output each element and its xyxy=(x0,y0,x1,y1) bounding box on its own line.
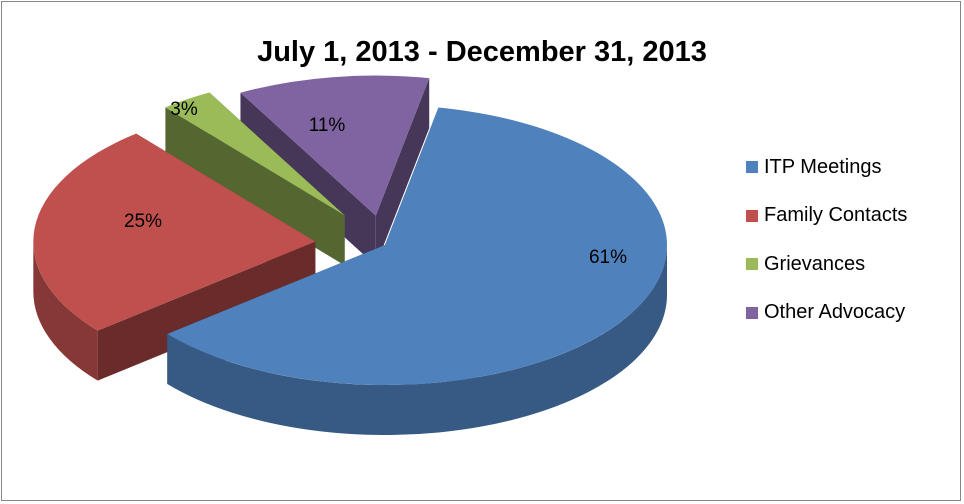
slice-outer-wall-0-0 xyxy=(167,245,667,436)
legend-swatch xyxy=(746,161,758,173)
legend: ITP Meetings Family Contacts Grievances Oth… xyxy=(746,155,956,349)
legend-label: Other Advocacy xyxy=(764,301,906,323)
legend-item-itp-meetings: ITP Meetings xyxy=(746,155,956,179)
pie-slice-family-contacts xyxy=(33,133,316,331)
slice-label-grievances: 3% xyxy=(170,99,198,120)
slice-label-itp-meetings: 61% xyxy=(589,247,627,268)
legend-item-family-contacts: Family Contacts xyxy=(746,204,956,228)
slice-edge-wall-3-1 xyxy=(375,78,430,266)
slice-edge-wall-1-0 xyxy=(97,241,316,381)
legend-swatch xyxy=(746,209,758,222)
slice-label-other-advocacy: 11% xyxy=(309,115,346,136)
pie-slice-grievances xyxy=(165,92,345,216)
legend-item-grievances: Grievances xyxy=(746,252,956,276)
legend-label: Family Contacts xyxy=(764,204,908,226)
slice-outer-wall-1-0 xyxy=(33,241,98,381)
legend-swatch xyxy=(746,306,758,319)
legend-item-other-advocacy: Other Advocacy xyxy=(746,301,956,325)
legend-label: ITP Meetings xyxy=(764,155,882,178)
pie-slice-itp-meetings xyxy=(167,107,668,386)
slice-label-family-contacts: 25% xyxy=(124,211,162,232)
slice-edge-wall-2-0 xyxy=(165,107,345,266)
pie-slice-other-advocacy xyxy=(240,75,430,216)
legend-label: Grievances xyxy=(764,252,866,275)
chart-title: July 1, 2013 - December 31, 2013 xyxy=(257,36,707,68)
legend-swatch xyxy=(746,258,758,270)
